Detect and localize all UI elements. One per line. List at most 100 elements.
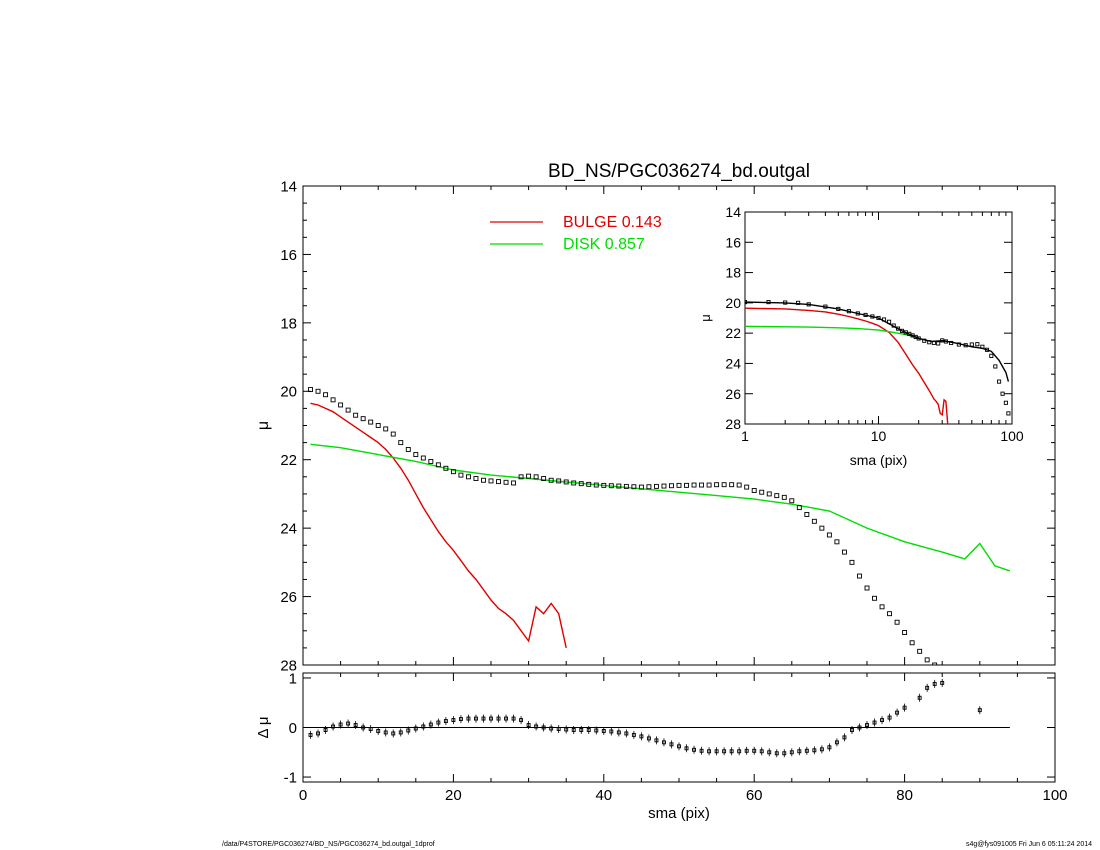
main-data-point	[541, 476, 547, 481]
residual-data-point	[436, 720, 441, 725]
residual-data-point	[481, 716, 486, 721]
residual-data-point	[331, 724, 336, 729]
residual-ytick-label: 0	[289, 720, 297, 737]
residual-data-point	[789, 750, 794, 755]
residual-data-point	[804, 748, 809, 753]
residual-data-point	[443, 719, 448, 724]
main-data-point	[849, 559, 855, 565]
main-data-point	[759, 489, 765, 495]
main-data-point	[699, 482, 705, 488]
main-data-point	[706, 482, 712, 488]
main-ytick-label: 18	[280, 315, 297, 332]
residual-data-point	[413, 726, 418, 731]
residual-data-point	[782, 751, 787, 756]
main-data-point	[691, 482, 697, 488]
inset-xtick-label: 10	[871, 428, 887, 444]
inset-data-point	[989, 353, 994, 358]
main-data-point	[955, 675, 959, 679]
main-ytick-label: 22	[280, 452, 297, 469]
inset-xtick-label: 1	[741, 428, 749, 444]
residual-data-point	[579, 728, 584, 732]
main-data-point	[646, 484, 652, 490]
main-y-axis-label: μ	[255, 421, 272, 430]
main-data-point	[714, 482, 720, 488]
residual-data-point	[662, 740, 666, 745]
residual-data-point	[677, 744, 681, 749]
residual-data-point	[398, 730, 403, 735]
residual-data-point	[797, 749, 802, 754]
main-data-point	[586, 481, 592, 487]
main-data-point	[789, 498, 795, 504]
residual-data-point	[519, 718, 524, 723]
residual-data-point	[767, 750, 772, 755]
main-data-point	[684, 482, 689, 488]
main-data-point	[676, 482, 682, 488]
main-data-point	[593, 482, 599, 488]
residual-data-point	[759, 749, 764, 754]
residual-data-point	[511, 716, 516, 721]
residual-data-point	[692, 747, 696, 752]
main-data-point	[405, 447, 411, 452]
inset-ytick-label: 22	[725, 325, 741, 341]
residual-data-point	[887, 715, 892, 720]
residual-data-point	[534, 724, 539, 729]
main-data-point	[345, 407, 351, 413]
main-data-point	[450, 469, 456, 475]
residual-data-point	[744, 748, 749, 753]
residual-data-point	[376, 729, 381, 733]
main-ytick-label: 14	[280, 178, 297, 195]
main-data-point	[940, 668, 944, 672]
main-data-point	[360, 416, 366, 422]
residual-series-group	[308, 678, 982, 758]
inset-series-line	[745, 307, 949, 424]
main-data-point	[481, 477, 486, 483]
residual-xtick-label: 20	[445, 787, 462, 804]
residual-data-point	[594, 728, 599, 733]
main-data-point	[970, 680, 974, 684]
main-data-point	[909, 640, 915, 646]
residual-data-point	[391, 731, 396, 736]
residual-data-point	[646, 736, 651, 741]
main-data-point	[496, 479, 501, 485]
main-data-point	[315, 388, 321, 394]
residual-data-point	[504, 716, 508, 721]
residual-data-point	[428, 722, 433, 727]
inset-data-point	[1003, 400, 1008, 405]
residual-data-point	[353, 723, 358, 727]
main-data-point	[985, 684, 989, 688]
residual-data-point	[406, 728, 411, 733]
main-data-point	[661, 483, 667, 489]
residual-data-point	[586, 728, 591, 732]
main-data-point	[819, 525, 825, 531]
main-data-point	[601, 482, 607, 488]
main-data-point	[533, 474, 539, 480]
residual-data-point	[819, 747, 824, 752]
residual-xtick-label: 100	[1042, 787, 1067, 804]
residual-data-point	[684, 746, 689, 751]
main-ytick-label: 24	[280, 521, 297, 538]
main-data-point	[616, 483, 622, 489]
main-data-point	[368, 419, 374, 425]
residual-data-point	[932, 681, 937, 686]
residual-data-point	[925, 685, 930, 690]
residual-data-point	[338, 722, 343, 727]
residual-data-point	[880, 718, 884, 723]
inset-series-group	[745, 301, 1010, 382]
main-data-point	[774, 493, 780, 499]
main-data-point	[435, 462, 441, 468]
inset-data-point	[1000, 391, 1005, 396]
residual-data-point	[458, 717, 463, 722]
inset-series-group	[745, 325, 919, 339]
main-data-point	[556, 478, 562, 484]
residual-data-point	[737, 749, 742, 754]
main-data-point	[729, 482, 735, 488]
main-data-point	[571, 480, 577, 486]
main-data-point	[623, 483, 629, 489]
main-ytick-label: 20	[280, 384, 297, 401]
residual-ytick-label: -1	[284, 769, 297, 786]
main-data-point	[864, 585, 870, 591]
main-data-point	[548, 477, 554, 483]
main-data-point	[766, 491, 772, 497]
main-data-point	[932, 662, 938, 665]
